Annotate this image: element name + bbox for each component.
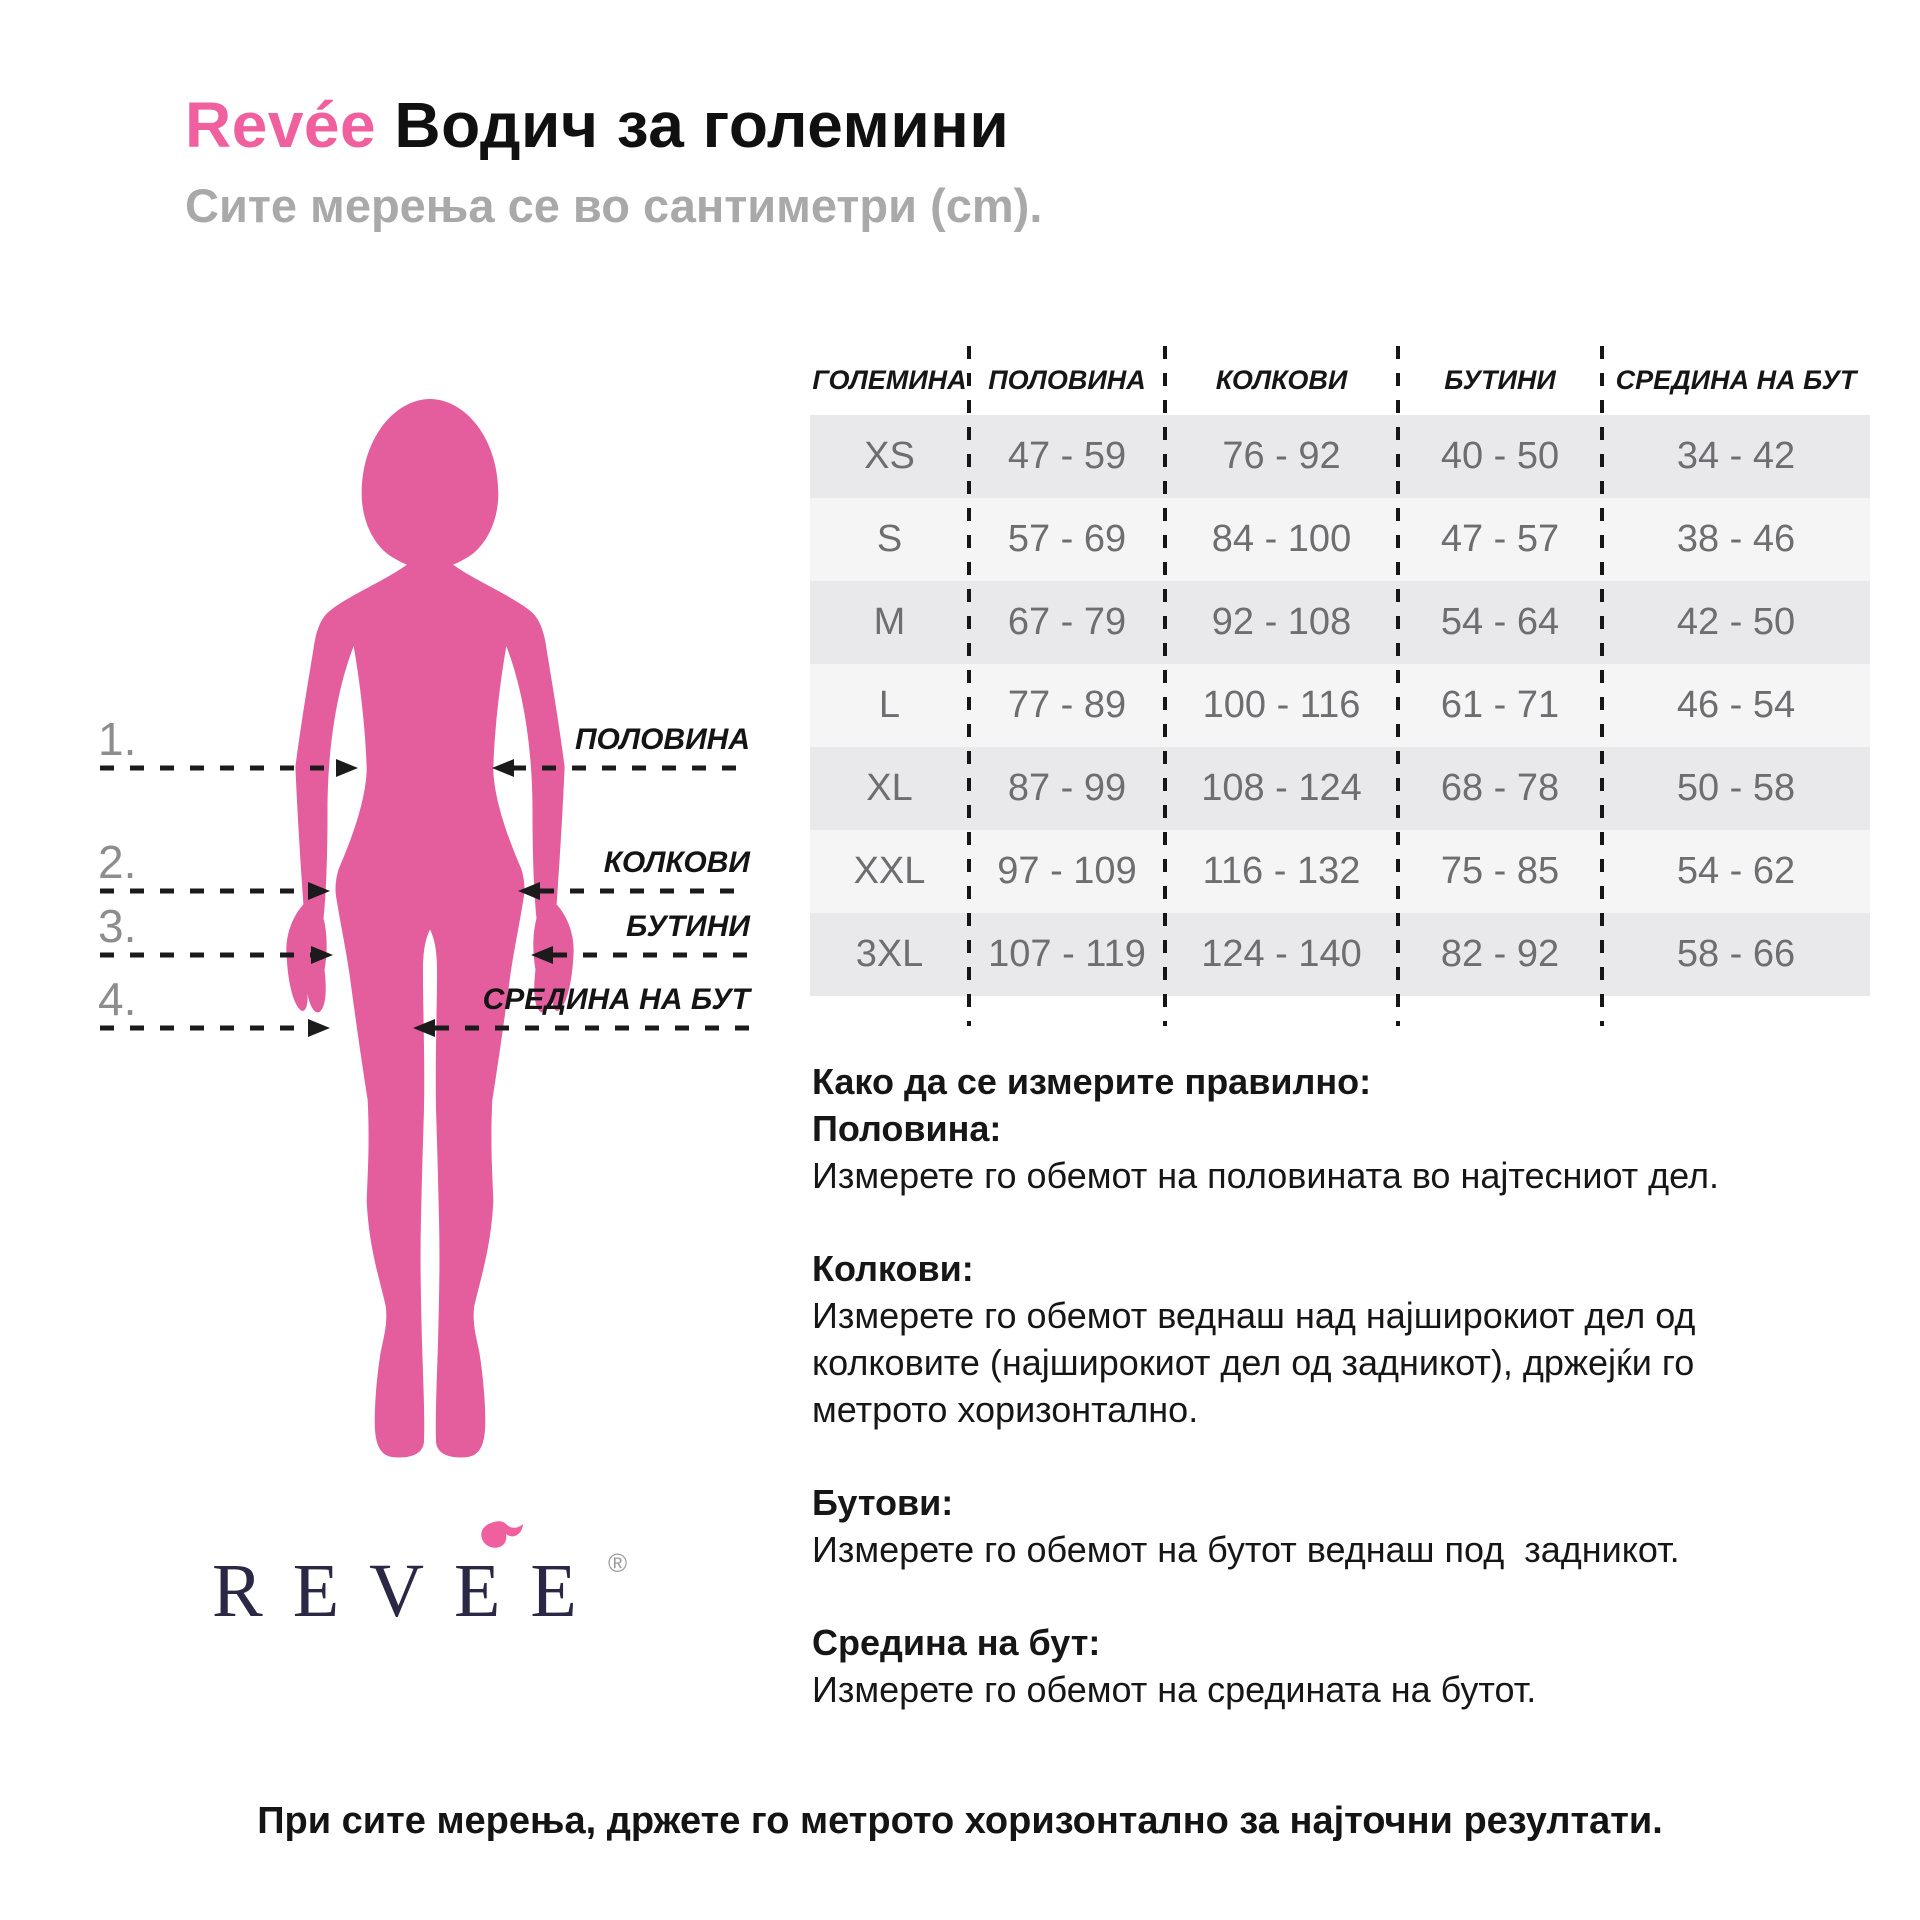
hips-cell: 124 - 140 (1201, 933, 1362, 975)
waist-cell: 67 - 79 (1007, 601, 1127, 643)
instructions-intro: Како да се измерите правилно: (812, 1061, 1372, 1102)
table-row: M 67 - 79 92 - 108 54 - 64 42 - 50 (810, 581, 1870, 664)
mid-thigh-cell: 50 - 58 (1676, 767, 1796, 809)
logo-accent-icon (481, 1521, 523, 1548)
page-subtitle: Сите мерења се во сантиметри (cm). (185, 179, 1043, 232)
column-header-mid-thigh: СРЕДИНА НА БУТ (1615, 364, 1857, 395)
marker-label-thighs: БУТИНИ (626, 910, 750, 943)
instruction-section-mid-thigh: Средина на бут: Измерете го обемот на ср… (812, 1619, 1872, 1713)
measuring-instructions: Како да се измерите правилно: Половина: … (812, 1058, 1872, 1713)
size-cell: XXL (853, 850, 926, 892)
thighs-cell: 82 - 92 (1440, 933, 1560, 975)
section-body: Измерете го обемот на половината во најт… (812, 1155, 1720, 1196)
mid-thigh-cell: 58 - 66 (1676, 933, 1796, 975)
marker-number-1: 1. (98, 713, 137, 765)
instruction-section-hips: Колкови: Измерете го обемот веднаш над н… (812, 1245, 1872, 1433)
thighs-cell: 68 - 78 (1440, 767, 1560, 809)
waist-cell: 47 - 59 (1007, 435, 1127, 477)
instruction-section-thighs: Бутови: Измерете го обемот на бутот ведн… (812, 1479, 1872, 1573)
page-title: Revée Водич за големини (185, 88, 1009, 162)
section-heading: Бутови: (812, 1482, 954, 1523)
column-divider (1396, 346, 1400, 1026)
marker-number-2: 2. (98, 836, 137, 888)
section-body: Измерете го обемот на бутот веднаш под з… (812, 1529, 1680, 1570)
hips-cell: 92 - 108 (1211, 601, 1352, 643)
page-title-text: Водич за големини (394, 89, 1010, 161)
table-row: 3XL 107 - 119 124 - 140 82 - 92 58 - 66 (810, 913, 1870, 996)
column-divider (1163, 346, 1167, 1026)
thighs-cell: 40 - 50 (1440, 435, 1560, 477)
size-table-header: ГОЛЕМИНА ПОЛОВИНА КОЛКОВИ БУТИНИ СРЕДИНА… (810, 352, 1870, 408)
mid-thigh-cell: 42 - 50 (1676, 601, 1796, 643)
section-heading: Колкови: (812, 1248, 974, 1289)
table-row: L 77 - 89 100 - 116 61 - 71 46 - 54 (810, 664, 1870, 747)
mid-thigh-cell: 54 - 62 (1676, 850, 1796, 892)
thighs-cell: 75 - 85 (1440, 850, 1560, 892)
waist-cell: 77 - 89 (1007, 684, 1127, 726)
hips-cell: 108 - 124 (1201, 767, 1362, 809)
waist-cell: 57 - 69 (1007, 518, 1127, 560)
hips-cell: 100 - 116 (1202, 684, 1361, 726)
section-heading: Половина: (812, 1108, 1002, 1149)
size-cell: M (873, 601, 906, 643)
section-body: Измерете го обемот веднаш над најширокио… (812, 1295, 1696, 1430)
table-row: XXL 97 - 109 116 - 132 75 - 85 54 - 62 (810, 830, 1870, 913)
column-divider (967, 346, 971, 1026)
marker-label-waist: ПОЛОВИНА (574, 723, 750, 756)
column-header-hips: КОЛКОВИ (1215, 364, 1348, 395)
marker-number-3: 3. (98, 900, 137, 952)
thighs-cell: 47 - 57 (1440, 518, 1560, 560)
waist-cell: 87 - 99 (1007, 767, 1127, 809)
size-cell: L (878, 684, 901, 726)
marker-number-4: 4. (98, 973, 137, 1025)
waist-cell: 97 - 109 (997, 850, 1137, 892)
size-table: XS 47 - 59 76 - 92 40 - 50 34 - 42 S 57 … (810, 415, 1870, 996)
size-cell: 3XL (855, 933, 924, 975)
mid-thigh-cell: 38 - 46 (1676, 518, 1796, 560)
table-row: XS 47 - 59 76 - 92 40 - 50 34 - 42 (810, 415, 1870, 498)
thighs-cell: 61 - 71 (1440, 684, 1560, 726)
mid-thigh-cell: 46 - 54 (1676, 684, 1796, 726)
instruction-section-waist: Половина: Измерете го обемот на половина… (812, 1105, 1872, 1199)
female-body-silhouette (286, 399, 574, 1458)
column-header-waist: ПОЛОВИНА (988, 364, 1146, 395)
thighs-cell: 54 - 64 (1440, 601, 1560, 643)
revee-logo: REVEE (212, 1549, 607, 1633)
hips-cell: 76 - 92 (1222, 435, 1341, 477)
footer-note: При сите мерења, држете го метрото хориз… (257, 1800, 1663, 1842)
table-row: XL 87 - 99 108 - 124 68 - 78 50 - 58 (810, 747, 1870, 830)
column-header-size: ГОЛЕМИНА (812, 364, 967, 395)
hips-cell: 84 - 100 (1211, 518, 1352, 560)
section-body: Измерете го обемот на средината на бутот… (812, 1669, 1537, 1710)
column-divider (1600, 346, 1604, 1026)
hips-cell: 116 - 132 (1202, 850, 1361, 892)
brand-name: Revée (185, 89, 377, 161)
section-heading: Средина на бут: (812, 1622, 1101, 1663)
size-cell: XS (864, 435, 915, 477)
registered-trademark-symbol: ® (608, 1548, 628, 1578)
size-cell: XL (866, 767, 913, 809)
mid-thigh-cell: 34 - 42 (1676, 435, 1796, 477)
waist-cell: 107 - 119 (988, 933, 1146, 975)
marker-label-hips: КОЛКОВИ (603, 846, 750, 879)
column-header-thighs: БУТИНИ (1444, 364, 1556, 395)
size-cell: S (876, 518, 903, 560)
table-row: S 57 - 69 84 - 100 47 - 57 38 - 46 (810, 498, 1870, 581)
marker-label-mid-thigh: СРЕДИНА НА БУТ (482, 983, 750, 1016)
